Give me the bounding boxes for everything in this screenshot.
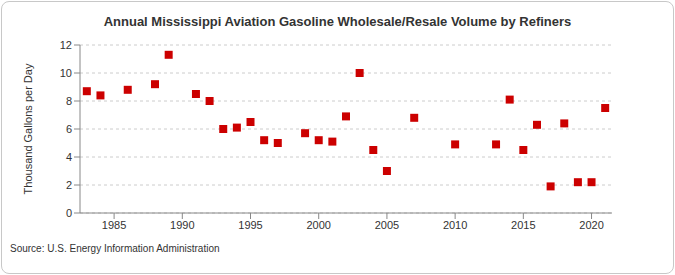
svg-text:2015: 2015: [511, 219, 535, 231]
svg-text:4: 4: [66, 151, 72, 163]
svg-text:8: 8: [66, 95, 72, 107]
svg-text:2010: 2010: [443, 219, 467, 231]
svg-text:2020: 2020: [579, 219, 603, 231]
svg-text:Thousand Gallons per Day: Thousand Gallons per Day: [22, 63, 34, 194]
html-text:Source: U.S. Energy Informatio: Source: U.S. Energy Information Administ…: [10, 243, 220, 254]
svg-text:0: 0: [66, 207, 72, 219]
svg-text:2: 2: [66, 179, 72, 191]
svg-text:1990: 1990: [170, 219, 194, 231]
svg-text:2000: 2000: [306, 219, 330, 231]
html-text:Annual Mississippi Aviation Ga: Annual Mississippi Aviation Gasoline Who…: [103, 14, 572, 29]
svg-text:10: 10: [60, 67, 72, 79]
svg-text:6: 6: [66, 123, 72, 135]
svg-text:1985: 1985: [102, 219, 126, 231]
svg-text:1995: 1995: [238, 219, 262, 231]
svg-text:2005: 2005: [375, 219, 399, 231]
svg-text:12: 12: [60, 39, 72, 51]
